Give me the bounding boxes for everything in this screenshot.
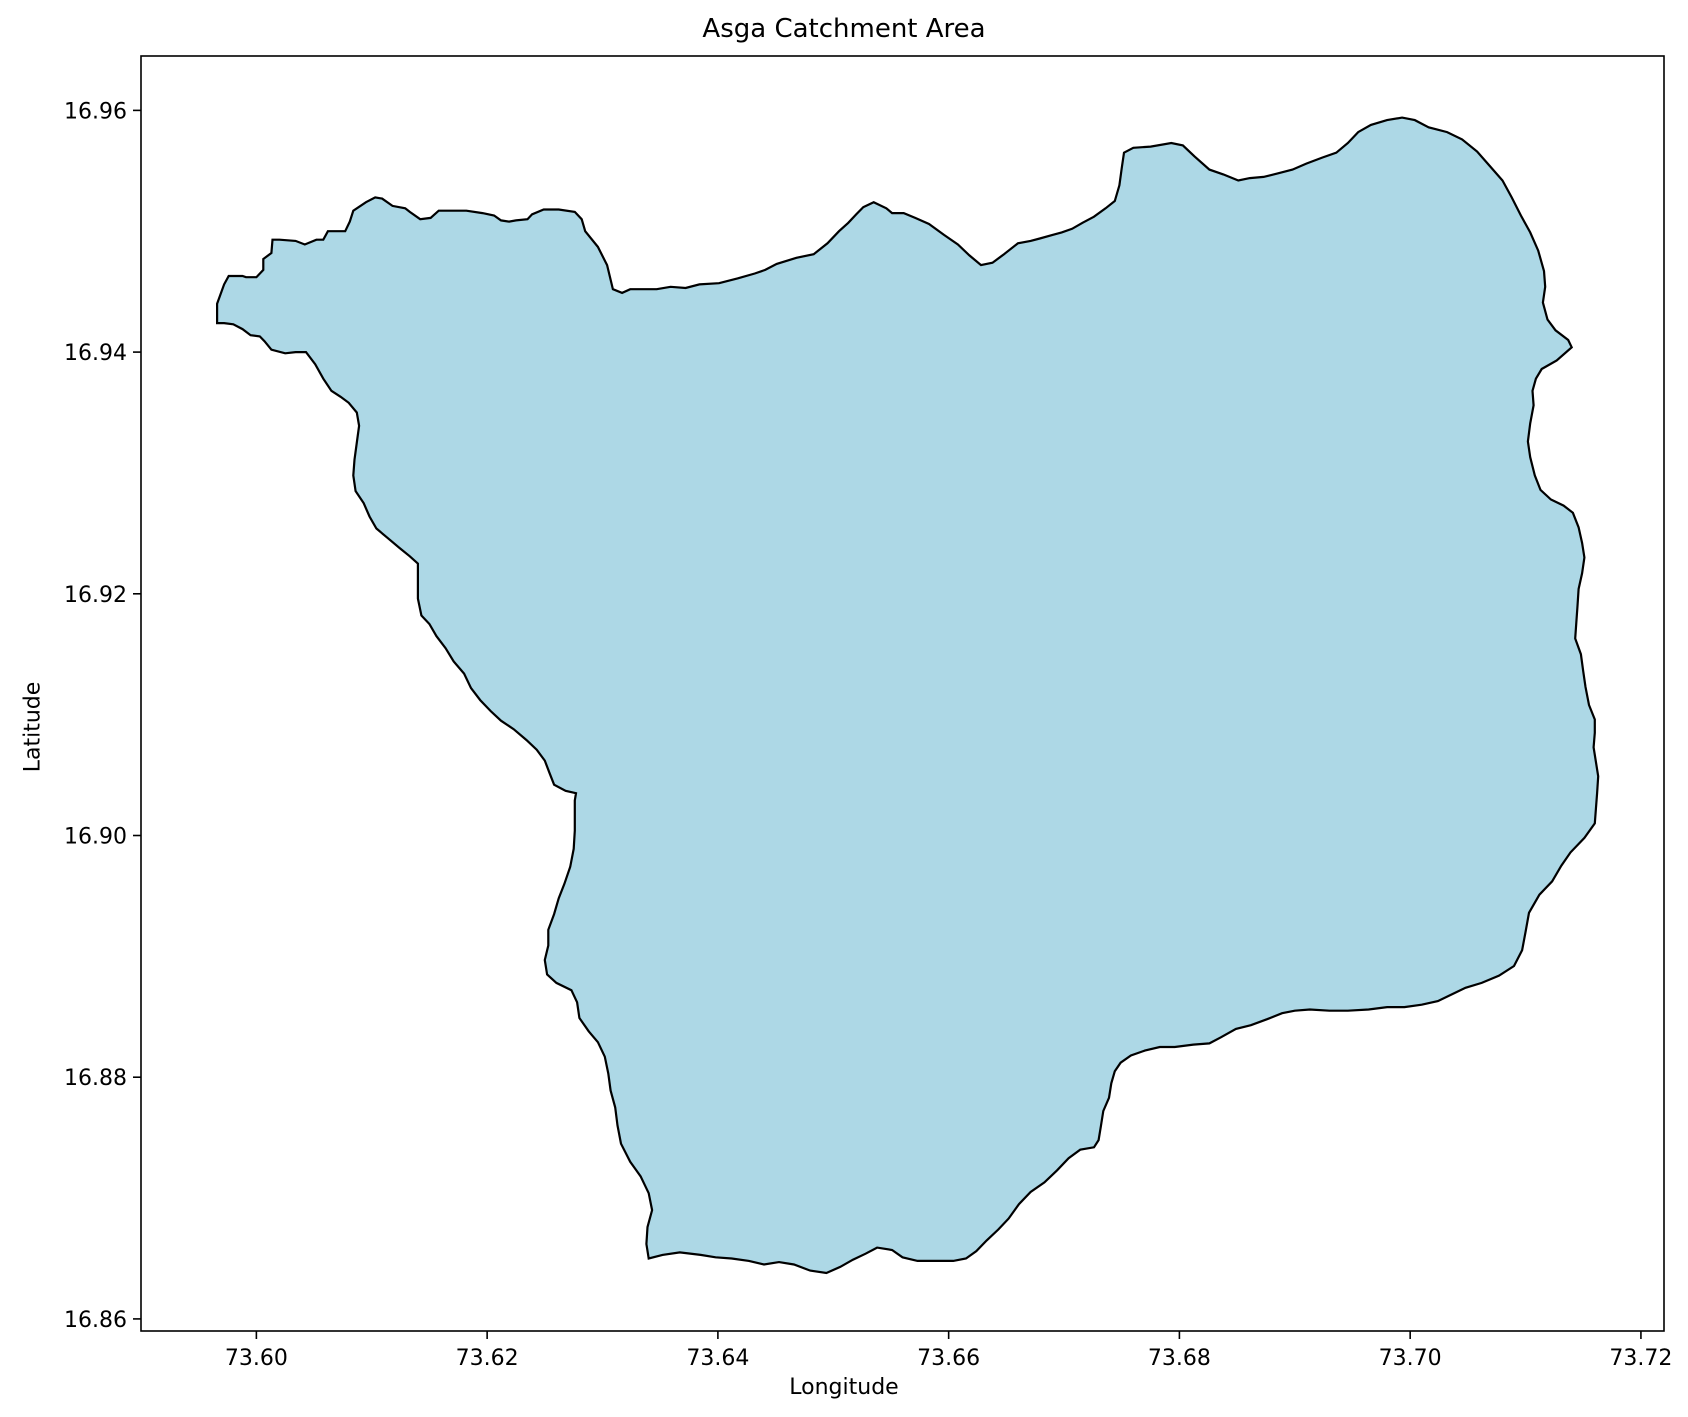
x-axis-ticks: 73.60 73.62 73.64 73.66 73.68 73.70 73.72 [225, 1331, 1672, 1371]
x-tick-label: 73.72 [1609, 1346, 1672, 1371]
x-tick-label: 73.60 [225, 1346, 288, 1371]
axes-frame [140, 55, 1665, 1332]
x-tick-label: 73.64 [686, 1346, 749, 1371]
y-axis-ticks: 16.86 16.88 16.90 16.92 16.94 16.96 [64, 99, 141, 1333]
x-tick-label: 73.62 [456, 1346, 519, 1371]
y-tick-label: 16.90 [64, 825, 127, 850]
chart-title: Asga Catchment Area [702, 14, 986, 44]
catchment-polygon [216, 116, 1600, 1275]
x-tick-label: 73.68 [1148, 1346, 1211, 1371]
y-tick-label: 16.88 [64, 1066, 127, 1091]
y-tick-label: 16.96 [64, 99, 127, 124]
x-tick-label: 73.70 [1379, 1346, 1442, 1371]
y-axis-label: Latitude [20, 681, 46, 773]
x-tick-label: 73.66 [917, 1346, 980, 1371]
x-axis-label: Longitude [789, 1375, 899, 1400]
y-tick-label: 16.92 [64, 583, 127, 608]
y-tick-label: 16.94 [64, 341, 127, 366]
y-tick-label: 16.86 [64, 1308, 127, 1333]
